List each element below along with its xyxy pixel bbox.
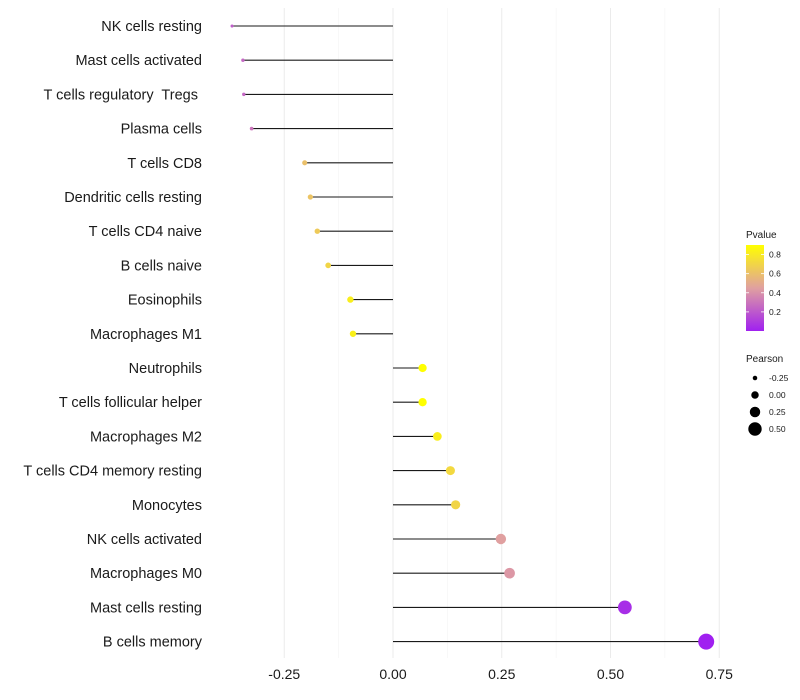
pvalue-tick-label: 0.6 — [769, 269, 781, 279]
lollipop-dot — [325, 262, 332, 269]
pvalue-legend-title: Pvalue — [746, 230, 777, 241]
category-label: Mast cells resting — [90, 600, 202, 616]
lollipop-dot — [504, 567, 515, 579]
category-label: NK cells activated — [87, 532, 202, 548]
grid-lines — [283, 8, 720, 658]
lollipop-dot — [445, 466, 455, 476]
x-tick-label: -0.25 — [268, 666, 300, 682]
lollipop-dot — [495, 533, 507, 545]
x-tick-label: 0.75 — [706, 666, 733, 682]
lollipop-dot — [349, 330, 357, 337]
lollipop-dot — [698, 633, 715, 650]
lollipop-dot — [433, 432, 442, 441]
category-label: B cells naive — [121, 258, 202, 274]
pearson-legend: Pearson -0.25 0.00 0.25 0.50 — [746, 354, 789, 436]
category-labels: NK cells resting Mast cells activated T ce… — [23, 19, 202, 651]
pvalue-tick-label: 0.4 — [769, 288, 781, 298]
pvalue-tick-label: 0.8 — [769, 250, 781, 260]
category-label: B cells memory — [103, 635, 203, 651]
lollipop-stems — [232, 25, 707, 643]
pearson-size-key — [748, 422, 762, 436]
pearson-size-label: 0.25 — [769, 407, 786, 417]
lollipop-dots — [230, 24, 715, 650]
category-label: Macrophages M2 — [90, 429, 202, 445]
pearson-size-label: -0.25 — [769, 373, 789, 383]
x-tick-label: 0.00 — [379, 666, 406, 682]
pearson-legend-title: Pearson — [746, 354, 783, 365]
lollipop-dot — [249, 126, 254, 131]
lollipop-dot — [314, 228, 321, 234]
lollipop-dot — [451, 500, 461, 510]
category-label: Macrophages M0 — [90, 566, 202, 582]
pearson-size-key — [752, 375, 758, 381]
pvalue-tick-label: 0.2 — [769, 307, 781, 317]
x-tick-label: 0.25 — [488, 666, 515, 682]
pearson-size-label: 0.00 — [769, 390, 786, 400]
lollipop-dot — [347, 296, 354, 303]
x-tick-label: 0.50 — [597, 666, 624, 682]
pearson-size-label: 0.50 — [769, 424, 786, 434]
category-label: Plasma cells — [121, 122, 202, 138]
category-label: Macrophages M1 — [90, 327, 202, 343]
lollipop-dot — [230, 24, 234, 28]
pearson-size-key — [749, 406, 761, 418]
pearson-size-key — [751, 391, 759, 399]
lollipop-dot — [418, 398, 427, 407]
category-label: Neutrophils — [129, 361, 202, 377]
category-label: Dendritic cells resting — [64, 190, 202, 206]
category-label: T cells CD4 memory resting — [23, 464, 202, 480]
category-label: T cells follicular helper — [59, 395, 202, 411]
category-label: Monocytes — [132, 498, 202, 514]
lollipop-dot — [418, 363, 427, 373]
category-label: NK cells resting — [101, 19, 202, 35]
category-label: Mast cells activated — [75, 53, 202, 69]
lollipop-dot — [241, 58, 245, 62]
lollipop-dot — [242, 92, 246, 97]
pvalue-colorbar — [746, 245, 764, 331]
category-label: T cells regulatory Tregs — [44, 87, 203, 103]
pvalue-legend: Pvalue 0.2 0.4 0.6 0.8 — [746, 230, 781, 331]
category-label: Eosinophils — [128, 293, 202, 309]
lollipop-dot — [307, 194, 313, 200]
category-label: T cells CD8 — [127, 156, 202, 172]
lollipop-dot — [617, 600, 632, 615]
category-label: T cells CD4 naive — [89, 224, 202, 240]
lollipop-dot — [302, 160, 308, 166]
x-axis-ticks: -0.25 0.00 0.25 0.50 0.75 — [268, 666, 733, 682]
